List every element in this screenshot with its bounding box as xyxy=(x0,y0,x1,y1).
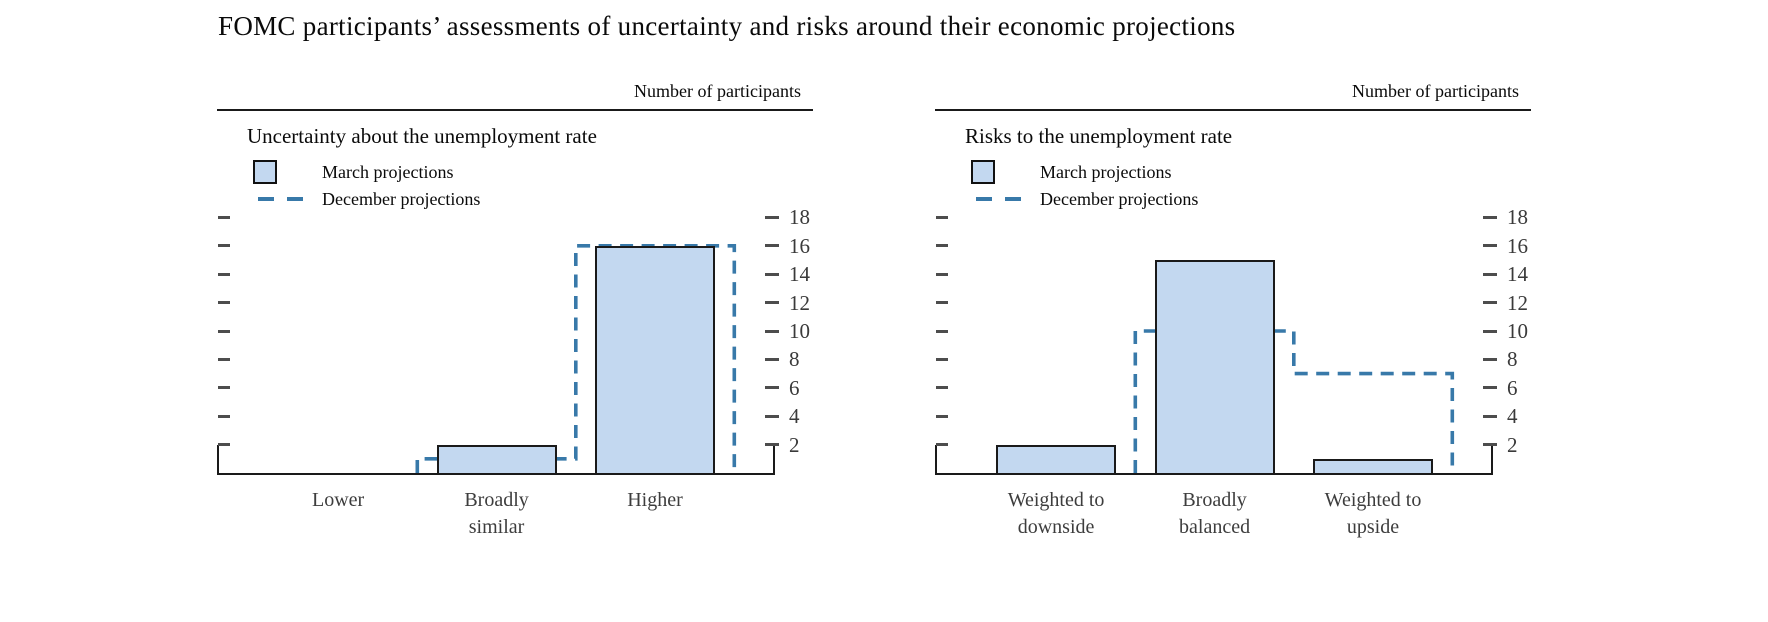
y-tick-mark xyxy=(936,272,948,276)
y-tick-mark xyxy=(765,443,779,447)
y-tick-mark xyxy=(218,244,230,248)
y-tick-mark xyxy=(765,301,779,305)
legend-label-march: March projections xyxy=(322,161,454,182)
legend: March projections December projections xyxy=(251,160,480,214)
y-tick-mark xyxy=(218,301,230,305)
y-tick-label: 14 xyxy=(789,262,810,287)
march-projection-bar xyxy=(996,444,1117,473)
y-tick-mark xyxy=(1483,443,1497,447)
y-axis-label: Number of participants xyxy=(1352,81,1519,101)
header-rule xyxy=(935,109,1531,111)
y-tick-mark xyxy=(1483,386,1497,390)
y-tick-mark xyxy=(1483,357,1497,361)
plot-area: 2 4 6 8 10 12 14 16 18 xyxy=(217,189,810,475)
march-bar-swatch-icon xyxy=(253,160,277,184)
y-tick-mark xyxy=(765,272,779,276)
y-tick-label: 14 xyxy=(1507,262,1528,287)
y-tick-label: 8 xyxy=(1507,347,1518,372)
march-projection-bar xyxy=(436,444,557,473)
march-projection-bar xyxy=(1154,260,1275,473)
y-tick-mark xyxy=(936,386,948,390)
y-tick-label: 6 xyxy=(789,375,800,400)
y-tick-mark xyxy=(218,272,230,276)
category-label: Weighted to downside xyxy=(1007,489,1105,538)
y-tick-label: 18 xyxy=(1507,205,1528,230)
y-tick-mark xyxy=(936,357,948,361)
y-tick-mark xyxy=(1483,414,1497,418)
y-tick-mark xyxy=(936,244,948,248)
legend-label-december: December projections xyxy=(322,188,481,209)
y-tick-mark xyxy=(218,443,230,447)
category-axis-labels: Lower Broadly similar Higher xyxy=(217,487,775,557)
y-tick-mark xyxy=(765,414,779,418)
panel-title: Risks to the unemployment rate xyxy=(965,124,1233,148)
legend-row-march: March projections xyxy=(251,160,480,184)
y-tick-label: 12 xyxy=(789,290,810,315)
axis-bracket-left xyxy=(217,445,219,473)
y-tick-mark xyxy=(218,329,230,333)
category-label: Broadly balanced xyxy=(1179,489,1251,538)
y-tick-label: 2 xyxy=(789,432,800,457)
y-tick-label: 12 xyxy=(1507,290,1528,315)
y-tick-mark xyxy=(218,386,230,390)
category-label: Weighted to upside xyxy=(1324,489,1422,538)
panel-uncertainty-unemployment-rate: Number of participants Uncertainty about… xyxy=(217,0,813,600)
y-tick-mark xyxy=(936,215,948,219)
legend-row-march: March projections xyxy=(969,160,1198,184)
y-tick-mark xyxy=(1483,215,1497,219)
category-label: Higher xyxy=(627,489,683,511)
march-projection-bar xyxy=(595,245,715,473)
y-tick-label: 16 xyxy=(1507,233,1528,258)
y-tick-mark xyxy=(936,301,948,305)
y-tick-mark xyxy=(218,414,230,418)
axis-bracket-right xyxy=(1491,445,1493,473)
y-tick-mark xyxy=(765,329,779,333)
y-tick-label: 6 xyxy=(1507,375,1518,400)
december-projections-outline xyxy=(415,243,737,473)
plot-area: 2 4 6 8 10 12 14 16 18 xyxy=(935,189,1528,475)
y-tick-mark xyxy=(936,329,948,333)
y-tick-label: 18 xyxy=(789,205,810,230)
legend-row-december: December projections xyxy=(251,187,480,211)
y-tick-label: 16 xyxy=(789,233,810,258)
y-tick-mark xyxy=(765,244,779,248)
y-tick-label: 10 xyxy=(1507,319,1528,343)
december-dashed-line-icon xyxy=(976,197,1034,201)
y-tick-mark xyxy=(1483,329,1497,333)
march-projection-bar xyxy=(1313,458,1433,473)
y-tick-mark xyxy=(1483,272,1497,276)
y-tick-mark xyxy=(1483,301,1497,305)
header-rule xyxy=(217,109,813,111)
y-tick-label: 2 xyxy=(1507,432,1518,457)
y-tick-mark xyxy=(218,357,230,361)
axis-bracket-right xyxy=(773,445,775,473)
y-tick-label: 4 xyxy=(1507,404,1518,429)
y-tick-label: 10 xyxy=(789,319,810,343)
y-tick-label: 8 xyxy=(789,347,800,372)
panel-risks-unemployment-rate: Number of participants Risks to the unem… xyxy=(935,0,1531,600)
y-tick-mark xyxy=(765,215,779,219)
december-dashed-line-icon xyxy=(258,197,316,201)
y-tick-mark xyxy=(218,215,230,219)
december-projections-outline xyxy=(1133,329,1455,473)
axis-bracket-left xyxy=(935,445,937,473)
y-axis-label: Number of participants xyxy=(634,81,801,101)
march-bar-swatch-icon xyxy=(971,160,995,184)
category-label: Broadly similar xyxy=(464,489,529,538)
legend-label-march: March projections xyxy=(1040,161,1172,182)
panel-title: Uncertainty about the unemployment rate xyxy=(247,124,597,148)
y-tick-mark xyxy=(765,386,779,390)
legend-row-december: December projections xyxy=(969,187,1198,211)
y-tick-label: 4 xyxy=(789,404,800,429)
y-tick-mark xyxy=(1483,244,1497,248)
y-tick-mark xyxy=(936,443,948,447)
legend: March projections December projections xyxy=(969,160,1198,214)
y-tick-mark xyxy=(936,414,948,418)
category-label: Lower xyxy=(311,489,365,511)
legend-label-december: December projections xyxy=(1040,188,1199,209)
y-tick-mark xyxy=(765,357,779,361)
category-axis-labels: Weighted to downside Broadly balanced Weight… xyxy=(935,487,1493,557)
figure-title: FOMC participants’ assessments of uncert… xyxy=(218,11,1236,41)
